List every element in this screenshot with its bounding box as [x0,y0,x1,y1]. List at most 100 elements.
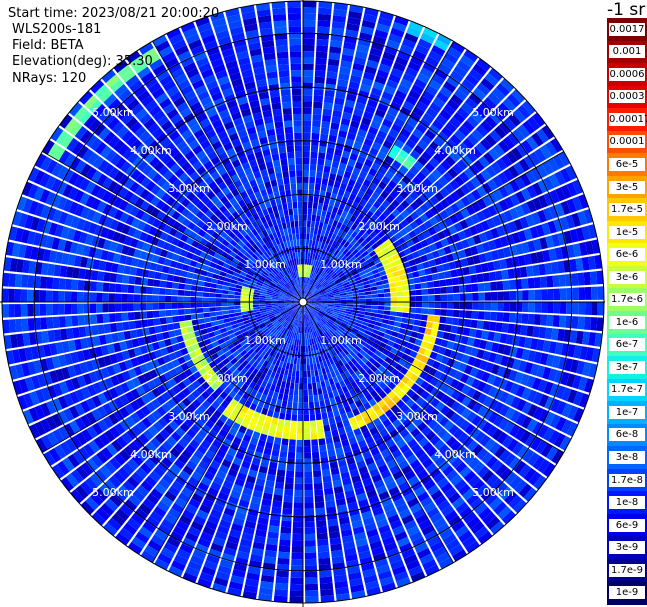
ppi-gate-cell [165,281,173,289]
ppi-gate-cell [147,379,157,390]
ppi-gate-cell [304,289,307,296]
ppi-gate-cell [166,388,177,398]
ppi-gate-cell [458,344,467,354]
ppi-gate-cell [401,38,416,50]
ppi-gate-cell [345,184,354,193]
ppi-gate-cell [224,369,233,378]
ppi-gate-cell [244,322,252,328]
ppi-gate-cell [348,265,356,271]
ppi-gate-cell [323,315,330,321]
ppi-gate-cell [443,81,457,93]
ppi-gate-cell [164,424,175,436]
ppi-gate-cell [303,402,309,409]
ppi-gate-cell [150,488,163,500]
ppi-gate-cell [308,298,316,301]
ppi-gate-cell [114,303,122,312]
ppi-gate-cell [272,306,279,309]
ppi-gate-cell [362,224,370,232]
ppi-gate-cell [258,386,265,394]
ppi-gate-cell [336,282,343,287]
ppi-gate-cell [293,305,299,311]
ppi-gate-cell [293,496,303,503]
ppi-gate-cell [61,367,71,380]
ppi-gate-cell [338,427,346,435]
ppi-gate-cell [337,367,344,375]
ppi-gate-cell [358,292,366,296]
ppi-gate-cell [518,360,528,373]
ppi-gate-cell [357,38,371,48]
ppi-gate-cell [499,333,508,344]
ppi-gate-cell [378,491,390,501]
ppi-gate-cell [43,451,56,466]
ppi-gate-cell [316,285,323,291]
ppi-gate-cell [222,357,230,366]
ppi-gate-cell [561,403,573,418]
ppi-gate-cell [342,419,351,427]
ppi-gate-cell [103,323,111,334]
ppi-gate-cell [406,454,418,465]
ppi-gate-cell [313,89,324,97]
ppi-gate-cell [398,327,406,335]
ppi-gate-cell [253,383,261,392]
ppi-gate-cell [303,13,316,21]
ppi-gate-cell [243,333,251,340]
ppi-gate-cell [314,495,324,503]
ppi-gate-cell [252,541,265,550]
ppi-gate-cell [108,313,116,323]
ppi-gate-cell [296,433,303,440]
ppi-gate-cell [370,120,381,130]
ppi-gate-cell [225,325,233,332]
ppi-gate-cell [332,220,339,228]
ppi-gate-cell [304,289,307,297]
ppi-gate-cell [422,334,431,342]
ppi-gate-cell [322,236,328,244]
ppi-gate-cell [368,319,376,325]
ppi-gate-cell [267,409,274,418]
ppi-gate-cell [539,352,549,366]
ppi-gate-cell [230,357,238,365]
ppi-gate-cell [118,485,131,498]
ppi-gate-cell [323,96,334,104]
ppi-gate-cell [269,325,276,332]
ppi-gate-cell [415,123,428,134]
ppi-gate-cell [211,352,219,361]
ppi-gate-cell [108,283,116,293]
ppi-gate-cell [521,387,532,400]
ppi-gate-cell [541,160,554,175]
ppi-gate-cell [386,459,398,469]
ppi-gate-cell [311,139,319,146]
ppi-gate-cell [404,519,417,531]
ppi-gate-cell [484,115,498,129]
ppi-gate-cell [351,474,362,484]
ppi-gate-cell [306,291,311,297]
ppi-gate-cell [290,324,295,332]
ppi-gate-cell [371,290,378,295]
ppi-gate-cell [437,248,446,257]
ppi-gate-cell [311,265,315,273]
ppi-gate-cell [214,530,228,541]
ppi-gate-cell [428,157,440,169]
ppi-gate-cell [410,383,420,392]
ppi-gate-cell [241,532,254,542]
ppi-gate-cell [456,392,466,404]
ppi-gate-cell [496,365,506,377]
ppi-gate-cell [332,290,340,294]
ppi-gate-cell [271,506,282,515]
ppi-gate-cell [223,507,236,517]
ppi-gate-cell [361,143,371,153]
ppi-gate-cell [318,355,323,363]
ppi-gate-cell [72,450,85,465]
ppi-gate-cell [383,475,395,485]
ppi-gate-cell [366,339,374,346]
ppi-gate-cell [410,55,424,67]
ppi-gate-cell [357,212,366,221]
ppi-gate-cell [69,391,80,405]
ppi-gate-cell [317,313,324,318]
ppi-gate-cell [266,310,274,314]
ppi-gate-cell [537,459,551,474]
ppi-gate-cell [234,309,242,313]
ppi-gate-cell [396,291,404,297]
ppi-gate-cell [386,324,394,331]
ppi-gate-cell [247,442,257,452]
ppi-gate-cell [387,373,396,382]
